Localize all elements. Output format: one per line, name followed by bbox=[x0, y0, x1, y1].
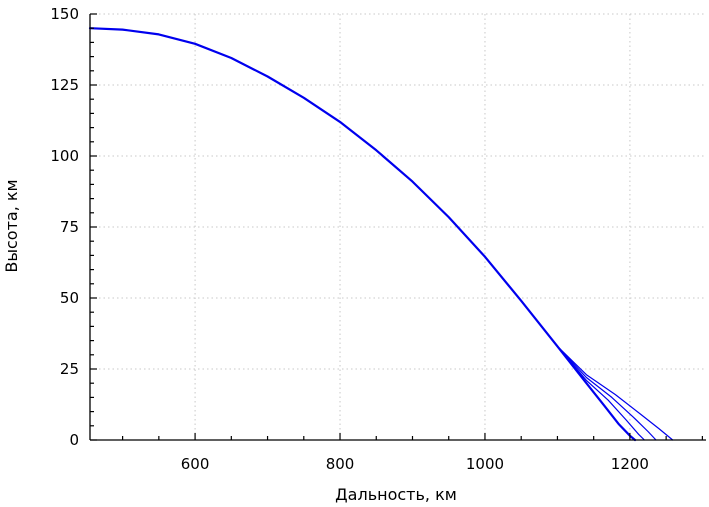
x-tick-label: 1200 bbox=[611, 455, 649, 473]
y-tick-label: 25 bbox=[60, 360, 79, 378]
y-tick-label: 50 bbox=[60, 289, 79, 307]
x-axis-label: Дальность, км bbox=[335, 485, 457, 504]
x-tick-label: 800 bbox=[326, 455, 355, 473]
y-tick-label: 75 bbox=[60, 218, 79, 236]
series-group bbox=[88, 27, 674, 442]
y-tick-label: 100 bbox=[50, 147, 79, 165]
x-tick-label: 600 bbox=[181, 455, 210, 473]
y-tick-label: 0 bbox=[69, 431, 79, 449]
y-axis-label: Высота, км bbox=[2, 179, 21, 272]
ticks: 600 800 1000 1200 0 25 50 75 100 125 150 bbox=[50, 5, 703, 473]
trajectory-line-4 bbox=[89, 27, 674, 441]
x-tick-label: 1000 bbox=[466, 455, 504, 473]
y-tick-label: 150 bbox=[50, 5, 79, 23]
grid bbox=[90, 13, 706, 440]
y-tick-label: 125 bbox=[50, 76, 79, 94]
